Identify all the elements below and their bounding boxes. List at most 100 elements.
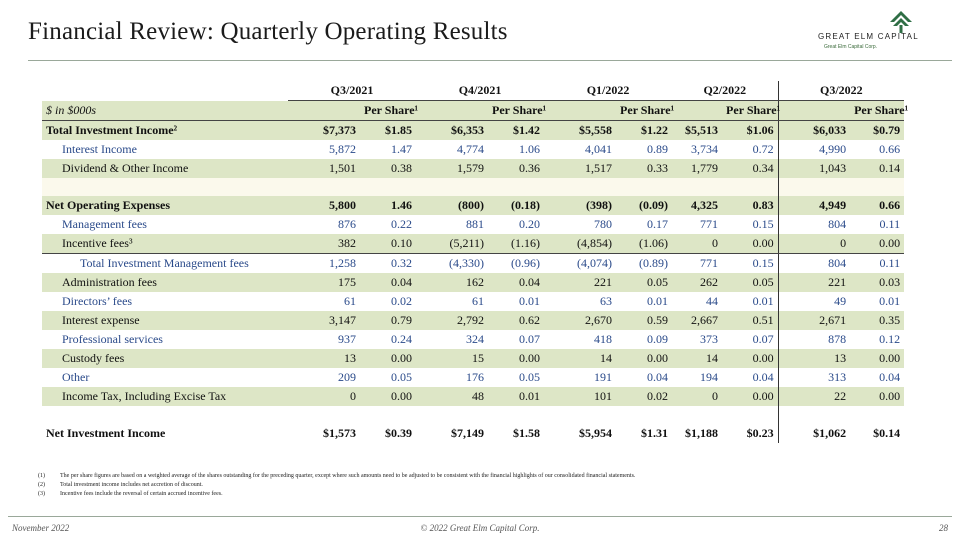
- per-share-cell: 0.07: [488, 330, 545, 349]
- per-share-header: Per Share¹: [360, 100, 418, 121]
- table-row: Directors’ fees 61 0.02 61 0.01 63 0.01 44 0.01 4…: [42, 292, 905, 311]
- amount-cell: $5,558: [544, 120, 617, 140]
- quarter-header: Q3/2021: [288, 81, 417, 101]
- amount-cell: 3,147: [288, 311, 360, 330]
- row-label: Custody fees: [42, 349, 288, 368]
- per-share-cell: 0.02: [360, 292, 417, 311]
- amount-cell: 22: [777, 387, 851, 406]
- title-divider: [28, 60, 952, 61]
- amount-cell: 101: [544, 387, 617, 406]
- per-share-cell: $1.85: [360, 120, 417, 140]
- amount-cell: 175: [288, 273, 360, 292]
- per-share-cell: 0.79: [360, 311, 417, 330]
- per-share-cell: 0.01: [488, 387, 545, 406]
- table-row: Administration fees 175 0.04 162 0.04 221 0.05…: [42, 273, 905, 292]
- per-share-cell: 0.00: [722, 387, 779, 406]
- amount-cell: 5,800: [288, 196, 360, 215]
- table-row: Interest Income 5,872 1.47 4,774 1.06 4,041 0.…: [42, 140, 905, 159]
- per-share-cell: 0.00: [616, 349, 673, 368]
- row-label: Administration fees: [42, 273, 288, 292]
- amount-cell: 0: [288, 387, 360, 406]
- amount-cell: 382: [288, 234, 360, 254]
- footer-date: November 2022: [12, 523, 70, 533]
- per-share-cell: 0.22: [360, 215, 417, 234]
- per-share-cell: 0.66: [850, 196, 905, 215]
- amount-cell: 262: [672, 273, 723, 292]
- per-share-cell: 0.14: [850, 159, 905, 178]
- table-row: Other 209 0.05 176 0.05 191 0.04 194 0.04 313 0.04: [42, 368, 905, 387]
- amount-cell: 63: [544, 292, 617, 311]
- amount-cell: 0: [777, 234, 851, 254]
- amount-cell: (4,330): [416, 253, 489, 273]
- row-label: Incentive fees³: [42, 234, 288, 254]
- amount-cell: 1,579: [416, 159, 489, 178]
- amount-cell: 324: [416, 330, 489, 349]
- table-row: Dividend & Other Income 1,501 0.38 1,579 0.3…: [42, 159, 905, 178]
- per-share-cell: (0.09): [616, 196, 673, 215]
- amount-cell: 4,041: [544, 140, 617, 159]
- amount-cell: 2,671: [777, 311, 851, 330]
- per-share-cell: 0.04: [616, 368, 673, 387]
- per-share-cell: (0.18): [488, 196, 545, 215]
- per-share-cell: $1.31: [616, 424, 673, 443]
- per-share-cell: 0.89: [616, 140, 673, 159]
- amount-cell: 209: [288, 368, 360, 387]
- per-share-cell: 0.51: [722, 311, 779, 330]
- row-label: Total Investment Management fees: [42, 253, 288, 273]
- per-share-header: Per Share¹: [616, 100, 674, 121]
- table-row: Net Investment Income $1,573 $0.39 $7,149 $1…: [42, 424, 905, 443]
- per-share-cell: 0.32: [360, 253, 417, 273]
- amount-cell: 221: [777, 273, 851, 292]
- table-row: Professional services 937 0.24 324 0.07 418 0.…: [42, 330, 905, 349]
- per-share-cell: 0.59: [616, 311, 673, 330]
- spacer-row: [42, 406, 905, 424]
- row-label: Interest expense: [42, 311, 288, 330]
- amount-cell: 1,779: [672, 159, 723, 178]
- amount-cell: $5,954: [544, 424, 617, 443]
- amount-cell: 1,517: [544, 159, 617, 178]
- per-share-cell: 0.00: [722, 234, 779, 254]
- per-share-cell: 0.07: [722, 330, 779, 349]
- operating-results-table: Q3/2021 Q4/2021 Q1/2022 Q2/2022 Q3/2022 …: [42, 81, 908, 443]
- row-label: Other: [42, 368, 288, 387]
- footer-copyright: © 2022 Great Elm Capital Corp.: [420, 523, 540, 533]
- amount-cell: $7,373: [288, 120, 360, 140]
- amount-cell: 2,670: [544, 311, 617, 330]
- per-share-cell: $1.58: [488, 424, 545, 443]
- spacer-row: [42, 178, 905, 196]
- per-share-cell: $1.06: [722, 120, 779, 140]
- per-share-cell: (0.89): [616, 253, 673, 273]
- company-logo: GREAT ELM CAPITAL Great Elm Capital Corp…: [818, 10, 938, 54]
- per-share-cell: 0.36: [488, 159, 545, 178]
- amount-cell: 13: [777, 349, 851, 368]
- quarter-header: Q2/2022: [672, 81, 779, 101]
- per-share-cell: 0.72: [722, 140, 779, 159]
- amount-cell: $1,062: [777, 424, 851, 443]
- amount-cell: $1,573: [288, 424, 360, 443]
- per-share-cell: 0.62: [488, 311, 545, 330]
- row-label: Net Investment Income: [42, 424, 288, 443]
- amount-cell: 4,949: [777, 196, 851, 215]
- amount-cell: 804: [777, 215, 851, 234]
- amount-cell: 373: [672, 330, 723, 349]
- amount-cell: 4,990: [777, 140, 851, 159]
- per-share-cell: 0.05: [616, 273, 673, 292]
- amount-cell: 5,872: [288, 140, 360, 159]
- per-share-cell: 0.34: [722, 159, 779, 178]
- quarter-header: Q1/2022: [544, 81, 673, 101]
- amount-cell: 937: [288, 330, 360, 349]
- amount-cell: 2,792: [416, 311, 489, 330]
- per-share-cell: 0.09: [616, 330, 673, 349]
- per-share-cell: 0.00: [360, 387, 417, 406]
- per-share-header: Per Share¹: [488, 100, 546, 121]
- per-share-cell: $0.23: [722, 424, 779, 443]
- footnote: (1) The per share figures are based on a…: [38, 473, 636, 479]
- per-share-cell: 0.01: [488, 292, 545, 311]
- amount-cell: 162: [416, 273, 489, 292]
- amount-cell: 876: [288, 215, 360, 234]
- amount-cell: $5,513: [672, 120, 723, 140]
- amount-cell: 4,774: [416, 140, 489, 159]
- per-share-cell: 0.00: [488, 349, 545, 368]
- per-share-cell: (1.16): [488, 234, 545, 254]
- unit-label: $ in $000s: [42, 100, 288, 121]
